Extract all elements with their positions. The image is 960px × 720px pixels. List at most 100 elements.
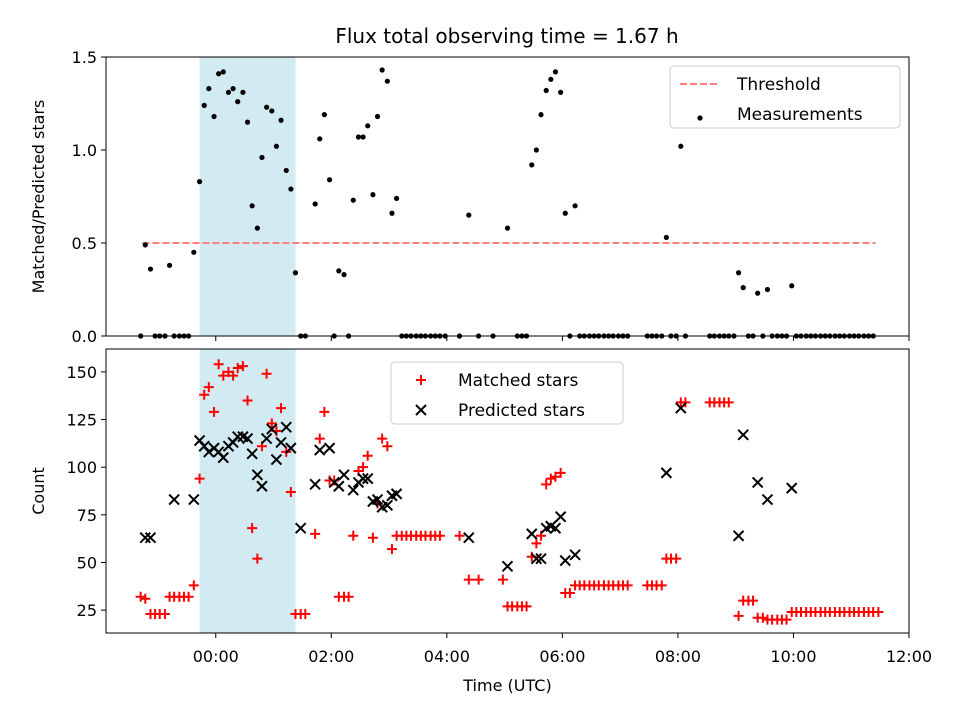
measurement-point [264, 104, 270, 110]
measurement-point [663, 234, 669, 241]
x-tick-label: 04:00 [424, 647, 470, 666]
matched-star-point [228, 370, 239, 381]
measurement-point [552, 69, 559, 75]
predicted-star-point [381, 499, 394, 512]
y-tick-label: 25 [77, 601, 97, 620]
measurement-point [341, 272, 347, 278]
measurement-point [740, 285, 746, 291]
bottom-panel: 25 50 75 100 125 150 00:00 02:00 04:00 06:00 08:0… [29, 348, 932, 695]
matched-star-point [781, 614, 792, 625]
matched-star-point [531, 538, 542, 549]
matched-star-point [463, 574, 474, 585]
measurement-point [211, 113, 217, 120]
x-axis-ticks-bottom: 00:00 02:00 04:00 06:00 08:00 10:00 12:00 [193, 633, 932, 666]
predicted-star-point [270, 453, 283, 466]
measurement-point [504, 225, 511, 231]
x-tick-label: 00:00 [193, 647, 239, 666]
measurement-point [244, 119, 251, 125]
matched-star-point [748, 595, 759, 606]
predicted-star-point [549, 522, 562, 534]
legend-label: Predicted stars [458, 401, 585, 421]
matched-star-point [252, 553, 263, 564]
predicted-star-point [323, 442, 336, 454]
measurement-point [789, 283, 795, 289]
predicted-star-point [144, 531, 157, 544]
predicted-star-point [314, 444, 326, 456]
measurement-point [678, 143, 684, 149]
matched-star-point [434, 530, 445, 541]
matched-star-point [285, 486, 296, 497]
predicted-star-point [530, 552, 543, 565]
y-tick-label: 1.0 [72, 141, 97, 160]
predicted-star-point [275, 436, 287, 449]
predicted-star-point [188, 493, 200, 506]
legend-box [669, 65, 901, 129]
predicted-star-point [390, 488, 403, 500]
predicted-star-point [463, 531, 475, 544]
y-tick-label: 50 [77, 553, 97, 572]
x-axis-label: Time (UTC) [462, 676, 551, 695]
matched-star-point [209, 406, 220, 417]
y-axis-label-top: Matched/Predicted stars [29, 100, 48, 294]
measurement-point [533, 147, 539, 153]
measurement-point [350, 197, 356, 203]
measurement-point [216, 71, 222, 77]
predicted-star-point [660, 467, 673, 479]
matched-star-point [680, 397, 691, 408]
measurement-point [355, 134, 362, 140]
measurement-point [374, 113, 381, 120]
measurement-point [764, 286, 771, 293]
matched-star-point [473, 574, 484, 585]
x-axis-ticks-top [215, 336, 910, 341]
matched-star-point [261, 368, 272, 379]
measurement-point [273, 143, 280, 149]
x-tick-label: 06:00 [539, 647, 585, 666]
matched-star-point [358, 462, 369, 473]
measurement-point [326, 177, 333, 183]
measurement-point [312, 201, 318, 207]
predicted-star-point [554, 511, 567, 523]
predicted-star-point [761, 493, 774, 506]
legend-label: Measurements [737, 105, 863, 125]
matched-star-point [733, 610, 744, 621]
measurement-point [249, 203, 255, 209]
matched-star-point [276, 403, 287, 414]
measurement-point [230, 86, 236, 92]
predicted-star-point [526, 528, 538, 540]
predicted-star-point [232, 430, 244, 443]
matched-star-point [521, 601, 532, 612]
predicted-star-point [338, 469, 350, 481]
matched-star-point [671, 553, 682, 564]
legend-label: Matched stars [458, 371, 578, 391]
predicted-star-point [737, 429, 749, 441]
matched-star-point [555, 467, 566, 478]
predicted-star-point [280, 421, 292, 433]
y-axis-ticks-top: 0.0 0.5 1.0 1.5 [72, 48, 106, 346]
measurement-point [466, 212, 472, 218]
measurement-point [558, 89, 564, 95]
matched-star-point [135, 591, 146, 602]
matched-star-point [382, 441, 393, 452]
matched-star-point [541, 479, 552, 490]
matched-star-point [199, 389, 210, 400]
measurement-point [220, 69, 226, 75]
measurement-point [201, 102, 207, 108]
measurement-point [254, 225, 260, 231]
predicted-star-point [732, 530, 745, 542]
measurement-point [235, 99, 241, 105]
predicted-star-point [371, 493, 384, 506]
predicted-star-point [241, 432, 254, 445]
x-tick-label: 10:00 [770, 647, 816, 666]
predicted-star-point [347, 484, 359, 496]
highlight-span-top [199, 57, 296, 336]
matched-star-point [247, 523, 258, 534]
matched-star-point [140, 593, 151, 604]
predicted-star-point [246, 448, 258, 460]
predicted-star-point [260, 432, 273, 445]
matched-star-point [362, 450, 373, 461]
y-tick-label: 125 [66, 411, 97, 430]
measurement-point [543, 87, 549, 94]
matched-star-point [194, 473, 205, 484]
matched-star-point [757, 612, 768, 623]
